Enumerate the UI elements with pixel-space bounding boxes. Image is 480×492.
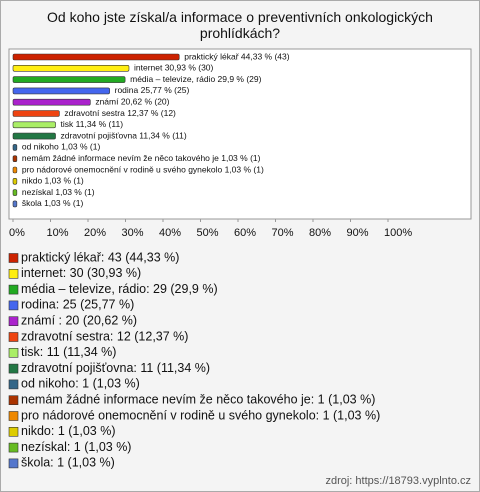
bar — [12, 178, 18, 185]
bar — [12, 76, 126, 83]
legend-label: škola: 1 (1,03 %) — [21, 456, 115, 470]
legend-label: pro nádorové onemocnění v rodině u svého… — [21, 408, 380, 422]
x-tick-label: 90% — [347, 227, 369, 239]
bar-label: internet 30,93 % (30) — [134, 63, 214, 73]
x-tick-label: 10% — [47, 227, 69, 239]
bar-label: zdravotní sestra 12,37 % (12) — [64, 108, 176, 118]
legend-swatch — [8, 442, 19, 453]
bar-label: škola 1,03 % (1) — [22, 198, 84, 208]
legend-label: média – televize, rádio: 29 (29,9 %) — [21, 282, 218, 296]
legend-label: nezískal: 1 (1,03 %) — [21, 440, 131, 454]
legend-swatch — [8, 426, 19, 437]
legend-swatch — [8, 300, 19, 311]
bar-label: rodina 25,77 % (25) — [115, 85, 190, 95]
bar-label: nezískal 1,03 % (1) — [22, 187, 95, 197]
x-tick-label: 0% — [9, 227, 25, 239]
bar — [12, 65, 130, 72]
x-tick-label: 80% — [309, 227, 331, 239]
bar-label: zdravotní pojišťovna 11,34 % (11) — [61, 130, 187, 140]
legend-label: praktický lékař: 43 (44,33 %) — [21, 250, 179, 264]
bar — [12, 132, 56, 140]
legend-swatch — [8, 253, 19, 263]
legend-label: internet: 30 (30,93 %) — [21, 266, 141, 280]
chart-title: Od koho jste získal/a informace o preven… — [47, 9, 433, 41]
bar — [12, 110, 60, 117]
legend-swatch — [8, 347, 19, 358]
legend-label: nemám žádné informace nevím že něco tako… — [21, 392, 375, 406]
x-tick-label: 100% — [384, 227, 412, 239]
bar-label: média – televize, rádio 29,9 % (29) — [130, 74, 262, 84]
bar — [12, 87, 110, 95]
bar — [12, 98, 91, 106]
legend-swatch — [8, 411, 19, 421]
legend-swatch — [8, 316, 19, 327]
source: zdroj: https://18793.vyplnto.cz — [325, 475, 471, 487]
legend-swatch — [8, 458, 19, 469]
legend-swatch — [8, 332, 19, 342]
legend-swatch — [8, 395, 19, 406]
bar-label: praktický lékař 44,33 % (43) — [184, 51, 290, 61]
bar-label: známí 20,62 % (20) — [95, 96, 169, 106]
bar — [12, 144, 18, 151]
legend-swatch — [8, 363, 19, 374]
legend-swatch — [8, 379, 19, 390]
x-tick-label: 30% — [122, 227, 144, 239]
x-tick-label: 70% — [272, 227, 294, 239]
x-tick-label: 60% — [234, 227, 256, 239]
bar-label: tisk 11,34 % (11) — [61, 119, 124, 129]
bar-label: nikdo 1,03 % (1) — [22, 176, 84, 186]
legend-swatch — [8, 268, 19, 279]
bar — [12, 189, 18, 196]
bar — [12, 121, 56, 129]
bar-label: pro nádorové onemocnění v rodině u svého… — [22, 164, 264, 174]
legend-label: nikdo: 1 (1,03 %) — [21, 424, 116, 438]
bar — [12, 53, 180, 61]
legend-label: rodina: 25 (25,77 %) — [21, 298, 134, 312]
bar — [12, 155, 18, 162]
bar — [12, 200, 18, 208]
x-tick-label: 40% — [159, 227, 181, 239]
legend-label: zdravotní sestra: 12 (12,37 %) — [21, 329, 188, 343]
bar — [12, 166, 18, 174]
bar-label: od nikoho 1,03 % (1) — [22, 142, 101, 152]
x-tick-label: 50% — [197, 227, 219, 239]
bar-label: nemám žádné informace nevím že něco tako… — [22, 153, 261, 163]
legend-label: tisk: 11 (11,34 %) — [21, 345, 116, 359]
legend-label: zdravotní pojišťovna: 11 (11,34 %) — [21, 361, 210, 375]
legend-swatch — [8, 284, 19, 295]
x-tick-label: 20% — [84, 227, 106, 239]
legend-label: známí : 20 (20,62 %) — [21, 313, 137, 327]
legend-label: od nikoho: 1 (1,03 %) — [21, 377, 140, 391]
